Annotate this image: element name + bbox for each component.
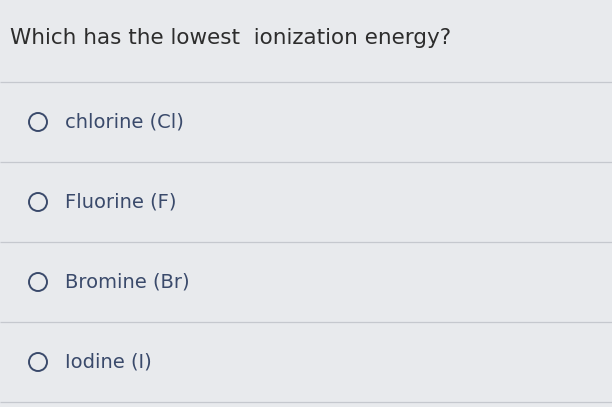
Text: Iodine (I): Iodine (I) <box>65 352 152 372</box>
Text: Bromine (Br): Bromine (Br) <box>65 273 190 291</box>
Text: Fluorine (F): Fluorine (F) <box>65 193 176 212</box>
Text: Which has the lowest  ionization energy?: Which has the lowest ionization energy? <box>10 28 451 48</box>
Text: chlorine (Cl): chlorine (Cl) <box>65 112 184 131</box>
